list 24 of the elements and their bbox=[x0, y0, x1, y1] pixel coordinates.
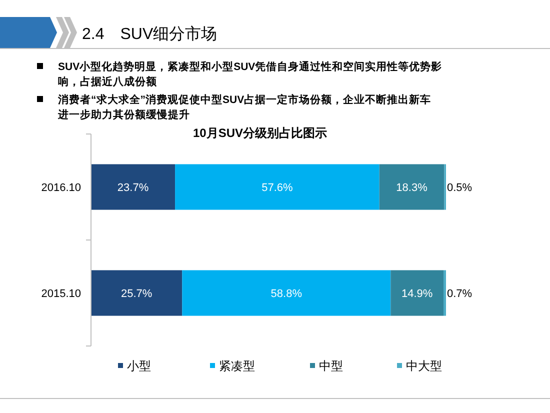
legend-label: 中大型 bbox=[406, 359, 442, 373]
data-label: 0.5% bbox=[447, 182, 472, 194]
y-tick-label: 2016.10 bbox=[41, 182, 81, 194]
chart-title: 2.4 SUV细分市场 bbox=[82, 25, 218, 43]
text: SUV小型化趋势明显，紧凑型和小型SUV凭借自身通过性和空间实用性等优势影响，占据近八成份额 bbox=[58, 60, 442, 88]
text: 消费者“求大求全”消费观促使中型SUV占据一定市场份额，企业不断推出新车进一步助力其份额缓慢提升 bbox=[57, 93, 432, 121]
y-tick-label: 2015.10 bbox=[41, 288, 81, 300]
legend-label: 中型 bbox=[319, 359, 343, 373]
legend-label: 小型 bbox=[127, 359, 151, 373]
bar bbox=[175, 164, 380, 210]
bar bbox=[91, 164, 176, 210]
chart-subtitle: 10月SUV分级别占比图示 bbox=[192, 126, 328, 140]
bar bbox=[379, 164, 444, 210]
data-label: 0.7% bbox=[447, 288, 472, 300]
data-label: 57.6% bbox=[262, 182, 293, 194]
bar bbox=[390, 270, 444, 316]
data-label: 58.8% bbox=[270, 288, 302, 300]
data-label: 14.9% bbox=[401, 288, 433, 300]
data-label: 18.3% bbox=[396, 182, 428, 194]
legend-label: 紧凑型 bbox=[219, 359, 255, 373]
data-label: 25.7% bbox=[120, 288, 152, 300]
bar bbox=[182, 270, 391, 316]
data-label: 23.7% bbox=[117, 182, 149, 194]
bar bbox=[91, 270, 182, 316]
